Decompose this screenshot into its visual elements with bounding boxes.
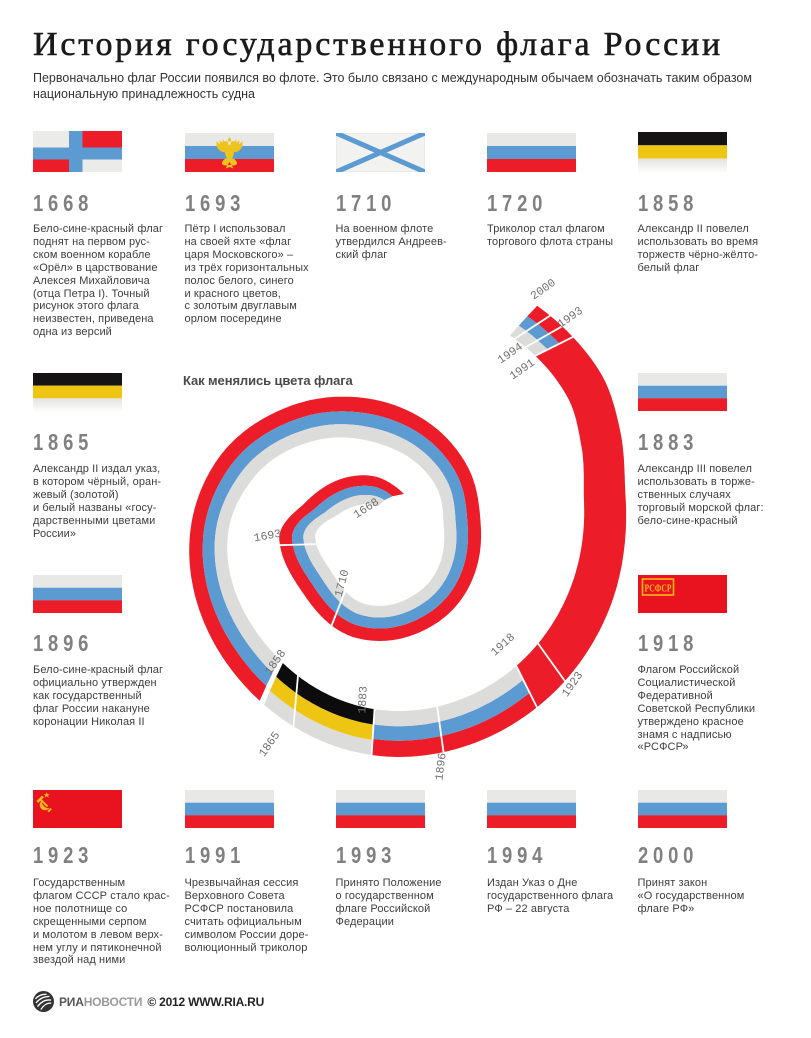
svg-text:1710: 1710 [333,568,353,598]
svg-text:1883: 1883 [356,686,370,714]
svg-text:1693: 1693 [253,528,283,546]
svg-text:1918: 1918 [489,631,518,659]
svg-text:1896: 1896 [433,752,449,781]
svg-text:1993: 1993 [556,305,586,332]
svg-text:РСФСР: РСФСР [644,583,671,595]
svg-text:2000: 2000 [529,277,559,304]
svg-text:1865: 1865 [257,729,284,759]
